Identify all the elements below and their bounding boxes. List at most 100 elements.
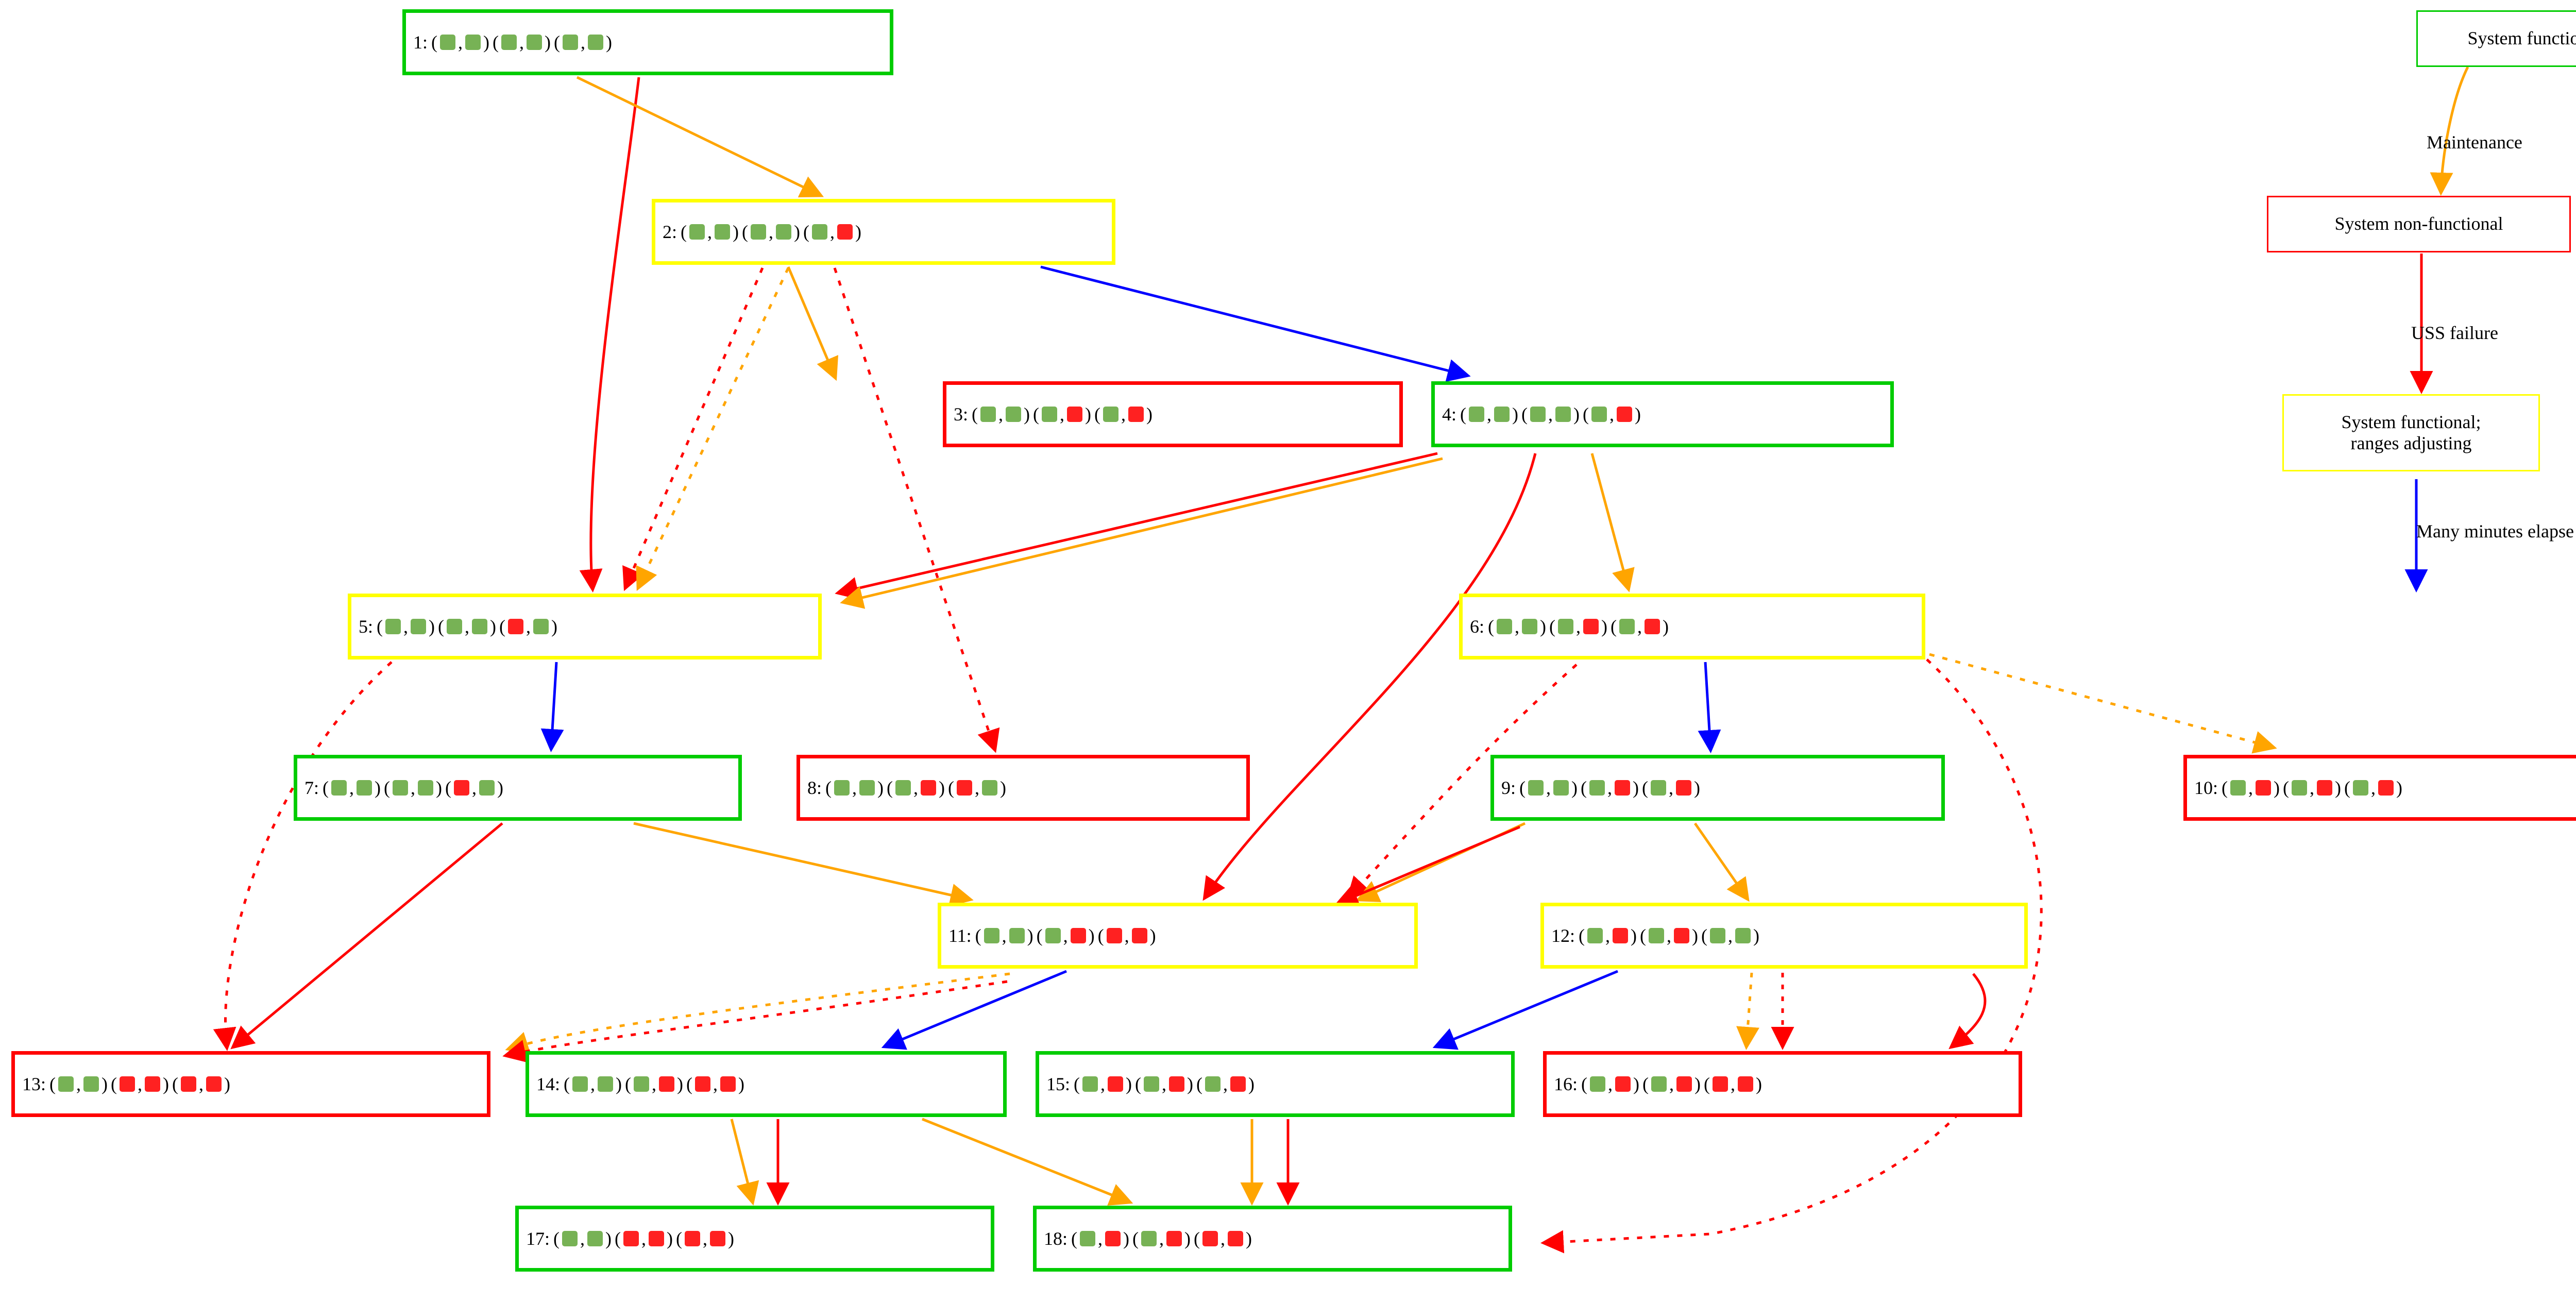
state-node-4[interactable]: 4:(,)(,)(,) xyxy=(1431,381,1894,447)
component-pair: (,) xyxy=(1520,403,1581,425)
pair-comma: , xyxy=(1002,925,1007,946)
state-node-13[interactable]: 13:(,)(,)(,) xyxy=(11,1051,490,1117)
status-chip-red xyxy=(649,1231,665,1246)
status-chip-red xyxy=(1615,780,1631,796)
status-chip-green xyxy=(83,1076,99,1092)
paren-close: ) xyxy=(1571,777,1578,798)
state-node-17[interactable]: 17:(,)(,)(,) xyxy=(515,1206,994,1272)
status-chip-red xyxy=(145,1076,161,1092)
state-node-9[interactable]: 9:(,)(,)(,) xyxy=(1490,755,1945,821)
status-chip-green xyxy=(588,35,604,50)
pair-comma: , xyxy=(998,404,1004,425)
paren-open: ( xyxy=(948,777,955,798)
state-node-pairs: (,)(,)(,) xyxy=(562,1073,746,1095)
state-node-label: 3: xyxy=(954,404,969,425)
pair-comma: , xyxy=(1100,1074,1106,1094)
pair-comma: , xyxy=(2371,777,2376,798)
paren-close: ) xyxy=(1184,1228,1191,1249)
paren-open: ( xyxy=(803,222,810,242)
status-chip-green xyxy=(1651,780,1667,796)
status-chip-green xyxy=(1469,407,1485,422)
status-chip-red xyxy=(685,1231,701,1246)
pair-comma: , xyxy=(581,32,586,53)
status-chip-red xyxy=(2317,780,2333,796)
pair-comma: , xyxy=(1548,404,1553,425)
state-node-pairs: (,)(,)(,) xyxy=(679,221,863,243)
status-chip-red xyxy=(1105,1231,1121,1246)
paren-open: ( xyxy=(384,777,391,798)
pair-comma: , xyxy=(472,777,477,798)
pair-comma: , xyxy=(590,1074,596,1094)
paren-close: ) xyxy=(163,1074,170,1094)
paren-open: ( xyxy=(377,616,383,637)
state-node-8[interactable]: 8:(,)(,)(,) xyxy=(796,755,1250,821)
state-node-2[interactable]: 2:(,)(,)(,) xyxy=(652,199,1115,265)
pair-comma: , xyxy=(1667,925,1672,946)
status-chip-green xyxy=(634,1076,650,1092)
state-node-1[interactable]: 1:(,)(,)(,) xyxy=(402,9,893,75)
paren-open: ( xyxy=(681,222,687,242)
state-node-15[interactable]: 15:(,)(,)(,) xyxy=(1036,1051,1515,1117)
status-chip-green xyxy=(1497,619,1513,634)
paren-close: ) xyxy=(1149,925,1156,946)
component-pair: (,) xyxy=(2343,777,2404,799)
state-node-label: 7: xyxy=(304,777,319,798)
paren-open: ( xyxy=(1519,777,1526,798)
component-pair: (,) xyxy=(1131,1228,1192,1249)
component-pair: (,) xyxy=(1070,1228,1131,1249)
status-chip-green xyxy=(980,407,996,422)
status-chip-green xyxy=(1082,1076,1098,1092)
state-node-7[interactable]: 7:(,)(,)(,) xyxy=(294,755,742,821)
paren-close: ) xyxy=(1146,404,1153,425)
pair-comma: , xyxy=(458,32,463,53)
status-chip-green xyxy=(1103,407,1119,422)
status-chip-green xyxy=(533,619,549,634)
pair-comma: , xyxy=(852,777,857,798)
state-node-5[interactable]: 5:(,)(,)(,) xyxy=(348,594,822,660)
status-chip-red xyxy=(206,1076,222,1092)
state-node-14[interactable]: 14:(,)(,)(,) xyxy=(526,1051,1007,1117)
paren-close: ) xyxy=(1088,925,1095,946)
component-pair: (,) xyxy=(1035,925,1096,946)
component-pair: (,) xyxy=(552,31,614,53)
status-chip-green xyxy=(1144,1076,1160,1092)
status-chip-red xyxy=(957,780,973,796)
status-chip-red xyxy=(1645,619,1660,634)
status-chip-red xyxy=(720,1076,736,1092)
paren-open: ( xyxy=(553,1228,560,1249)
status-chip-red xyxy=(1583,619,1599,634)
paren-close: ) xyxy=(551,616,558,637)
state-node-16[interactable]: 16:(,)(,)(,) xyxy=(1543,1051,2022,1117)
state-node-6[interactable]: 6:(,)(,)(,) xyxy=(1459,594,1925,660)
paren-open: ( xyxy=(1640,925,1647,946)
component-pair: (,) xyxy=(48,1073,109,1095)
status-chip-red xyxy=(1676,1076,1692,1092)
component-pair: (,) xyxy=(444,777,505,799)
state-node-pairs: (,)(,)(,) xyxy=(974,925,1158,946)
paren-close: ) xyxy=(1000,777,1007,798)
paren-close: ) xyxy=(2274,777,2280,798)
paren-open: ( xyxy=(972,404,978,425)
paren-open: ( xyxy=(554,32,561,53)
paren-open: ( xyxy=(1194,1228,1200,1249)
state-node-11[interactable]: 11:(,)(,)(,) xyxy=(938,903,1418,969)
paren-close: ) xyxy=(1085,404,1092,425)
state-node-label: 12: xyxy=(1551,925,1575,946)
status-chip-green xyxy=(479,780,495,796)
paren-close: ) xyxy=(2396,777,2403,798)
pair-comma: , xyxy=(1098,1228,1103,1249)
state-node-18[interactable]: 18:(,)(,)(,) xyxy=(1033,1206,1512,1272)
status-chip-red xyxy=(1106,928,1122,943)
status-chip-red xyxy=(659,1076,675,1092)
legend-system-functional: System functional xyxy=(2416,10,2576,67)
status-chip-green xyxy=(563,35,579,50)
state-node-12[interactable]: 12:(,)(,)(,) xyxy=(1540,903,2028,969)
pair-comma: , xyxy=(1546,777,1551,798)
status-chip-green xyxy=(1009,928,1025,943)
paren-open: ( xyxy=(1521,404,1528,425)
state-node-10[interactable]: 10:(,)(,)(,) xyxy=(2183,755,2576,821)
paren-close: ) xyxy=(1024,404,1030,425)
paren-close: ) xyxy=(677,1074,684,1094)
status-chip-green xyxy=(689,224,705,240)
state-node-3[interactable]: 3:(,)(,)(,) xyxy=(943,381,1403,447)
